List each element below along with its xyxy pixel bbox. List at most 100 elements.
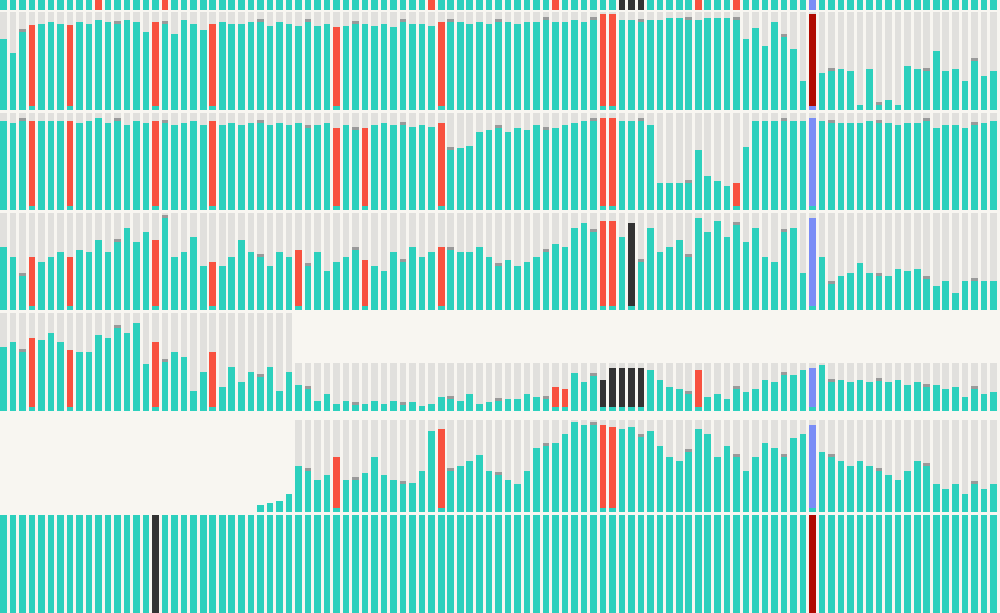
- band-1-bar-teal: [95, 19, 102, 110]
- band-4-right-empty-cell: [437, 363, 445, 411]
- band-4-right-bar-teal: [580, 382, 588, 411]
- band-3-bar-cap: [733, 221, 740, 225]
- band-4-right-empty-cell: [352, 363, 359, 411]
- band-3-bar-teal: [799, 273, 807, 310]
- band-4-right-empty-cell: [514, 363, 521, 411]
- band-4-right-empty-cell: [409, 363, 416, 411]
- band-2-empty-cell: [723, 113, 731, 210]
- band-3-bar-teal: [409, 246, 416, 310]
- band-2-bar-teal: [504, 132, 512, 210]
- band-3-bar-teal: [342, 256, 350, 310]
- band-5-bar-teal: [961, 493, 969, 512]
- band-2-bar-teal: [704, 176, 712, 210]
- band-4-right-empty-cell: [314, 363, 321, 411]
- band-4-right-bar-teal: [456, 401, 464, 411]
- band-2-bar-teal: [923, 120, 931, 210]
- band-5-empty-cell: [742, 420, 750, 512]
- band-4-right-empty-cell: [390, 363, 397, 411]
- band-2-bar-red: [209, 120, 217, 210]
- band-3-empty-cell: [837, 213, 845, 310]
- band-5-bar-teal: [495, 475, 502, 512]
- band-6-bar-teal: [371, 515, 378, 613]
- band-2-bar-teal: [647, 124, 654, 210]
- band-1-empty-cell: [952, 12, 959, 110]
- band-6-bar-teal: [942, 515, 950, 613]
- band-2-bar-red: [609, 117, 616, 210]
- band-0-bar-teal: [866, 0, 873, 10]
- band-2-bar-teal: [266, 124, 274, 210]
- band-1-bar-base: [599, 106, 607, 110]
- band-3-bar-teal: [666, 246, 673, 310]
- band-5-bar-teal: [885, 475, 892, 512]
- band-4-left-empty-cell: [228, 313, 236, 411]
- band-3-bar-teal: [818, 256, 826, 310]
- band-2-bar-cap: [875, 119, 883, 123]
- band-5-empty-cell: [390, 420, 397, 512]
- band-5-empty-cell: [952, 420, 959, 512]
- band-2-bar-teal: [799, 120, 807, 210]
- band-1-bar-teal: [856, 105, 864, 110]
- band-5-bar-teal: [837, 461, 845, 512]
- band-5-bar-teal: [952, 484, 959, 512]
- band-0-bar-teal: [257, 0, 264, 10]
- band-5-bar-teal: [942, 489, 950, 512]
- band-4-right-bar-cap: [733, 386, 740, 390]
- band-4-right-empty-cell: [561, 363, 569, 411]
- band-3-bar-teal: [980, 280, 988, 310]
- band-3-bar-cap: [590, 229, 597, 233]
- band-2-bar-red: [361, 127, 369, 210]
- band-6-bar-teal: [123, 515, 131, 613]
- band-1-bar-teal: [228, 23, 236, 110]
- band-5-bar-teal: [542, 445, 550, 512]
- band-0-bar-teal: [228, 0, 236, 10]
- band-0-bar-red: [552, 0, 559, 10]
- band-4-right-bar-teal: [390, 401, 397, 411]
- band-1-empty-cell: [875, 12, 883, 110]
- band-4-left-bar-teal: [161, 362, 169, 411]
- band-2-bar-teal: [238, 124, 245, 210]
- band-6-bar-teal: [761, 515, 769, 613]
- band-4-right-bar-teal: [904, 384, 911, 411]
- band-3-empty-cell: [304, 213, 312, 310]
- band-5-bar-teal: [790, 438, 797, 512]
- band-1-bar-teal: [418, 23, 426, 110]
- band-5-bar-cap: [971, 481, 978, 485]
- band-6-bar-teal: [428, 515, 435, 613]
- band-3-empty-cell: [913, 213, 921, 310]
- band-4-right-bar-teal: [685, 394, 693, 411]
- band-4-right-empty-cell: [990, 363, 997, 411]
- band-3-bar-teal: [190, 237, 197, 310]
- band-2-bar-red: [28, 120, 36, 210]
- band-1-bar-teal: [199, 29, 207, 110]
- band-0-bar-red: [95, 0, 102, 10]
- band-4-left-bar-teal: [276, 391, 283, 411]
- band-2-bar-teal: [913, 122, 921, 210]
- band-4-left-empty-cell: [247, 313, 255, 411]
- band-4-left-empty-cell: [257, 313, 264, 411]
- band-3-bar-cap: [685, 253, 693, 257]
- band-5-bar-cap: [352, 476, 359, 480]
- band-4-left-empty-cell: [142, 313, 150, 411]
- band-0-bar-teal: [476, 0, 483, 10]
- band-4-right-bar-cap: [542, 396, 550, 399]
- band-5-bar-teal: [304, 470, 312, 512]
- band-1-bar-teal: [714, 17, 721, 110]
- band-2-bar-teal: [771, 120, 778, 210]
- band-2-bar-teal: [114, 120, 121, 210]
- band-0-bar-red: [694, 0, 702, 10]
- band-4-left-bar-base: [152, 407, 159, 411]
- band-5-bar-teal: [694, 429, 702, 512]
- band-5-bar-teal: [314, 479, 321, 512]
- band-5-bar-teal: [742, 470, 750, 512]
- band-4-right-empty-cell: [523, 363, 531, 411]
- band-5-empty-cell: [361, 420, 369, 512]
- band-3-bar-teal: [19, 276, 26, 310]
- band-3-bar-teal: [133, 242, 140, 310]
- band-3-bar-teal: [856, 263, 864, 310]
- band-3-bar-teal: [932, 285, 940, 310]
- band-2-bar-teal: [875, 122, 883, 210]
- band-1-bar-teal: [19, 31, 26, 110]
- band-0-bar-teal: [190, 0, 197, 10]
- band-2-bar-teal: [637, 120, 645, 210]
- band-2-bar-cap: [971, 121, 978, 125]
